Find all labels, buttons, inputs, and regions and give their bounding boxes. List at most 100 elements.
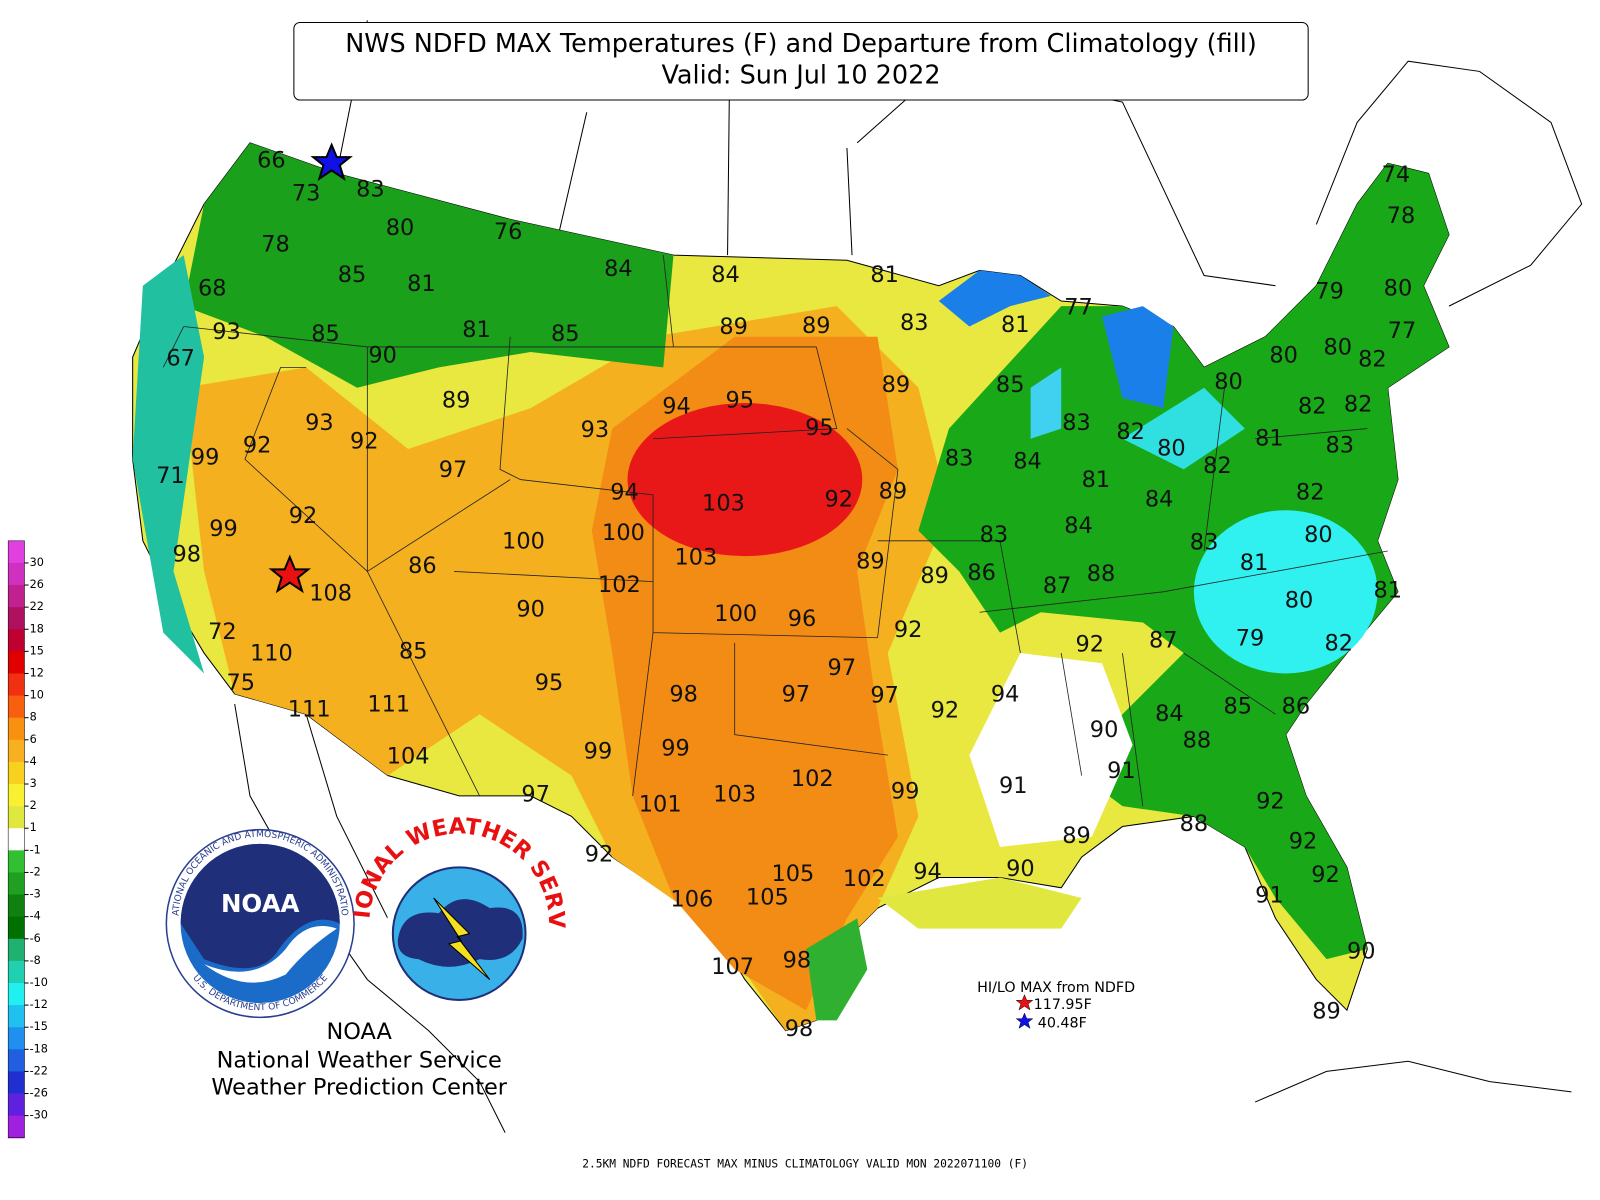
legend-swatch [8,872,25,896]
temperature-label: 83 [945,446,974,472]
noaa-center: NOAA [221,889,300,918]
low-star [310,142,353,182]
temperature-label: 92 [350,428,379,454]
credit-line: Weather Prediction Center [211,1074,507,1100]
temperature-label: 107 [711,954,754,980]
legend-swatch [8,585,25,608]
temperature-label: 94 [662,394,691,420]
temperature-label: 78 [261,231,290,257]
extremes-low: 40.48F [1038,1015,1087,1031]
temperature-label: 89 [719,314,748,340]
legend-swatch [8,960,25,984]
temperature-label: 80 [386,215,415,241]
legend-label: 18 [30,622,44,635]
legend-swatch [8,784,25,807]
temperature-label: 83 [900,310,929,336]
temperature-label: 81 [1373,577,1402,603]
temperature-label: 73 [292,180,321,206]
temperature-label: 82 [1344,392,1373,418]
legend-label: 2 [30,799,37,812]
subtitle: Valid: Sun Jul 10 2022 [661,61,940,91]
temperature-label: 80 [1285,588,1314,614]
legend-swatch [8,1049,25,1072]
legend-label: -26 [30,1087,48,1100]
temperature-label: 81 [407,271,436,297]
temperature-label: 100 [714,601,757,627]
temperature-label: 98 [669,681,698,707]
temperature-label: 84 [1145,487,1174,513]
temperature-label: 79 [1315,278,1344,304]
legend-label: 26 [30,578,44,591]
legend-label: -10 [30,976,48,989]
temperature-label: 72 [208,619,237,645]
temperature-label: 110 [250,641,293,667]
temperature-label: 89 [1312,999,1341,1025]
temperature-label: 92 [894,617,923,643]
legend-label: -8 [30,954,41,967]
state-lines [162,255,1388,807]
temperature-label: 89 [856,549,885,575]
temperature-label: 83 [356,176,385,202]
temperature-label: 82 [1203,453,1232,479]
legend-swatch [8,540,25,564]
legend-label: -1 [30,843,41,856]
temperature-label: 105 [771,861,814,887]
extremes-title: HI/LO MAX from NDFD [977,980,1135,996]
temperature-label: 95 [726,388,755,414]
temperature-label: 78 [1387,203,1416,229]
legend-label: 6 [30,733,37,746]
legend-label: -22 [30,1064,48,1077]
temperature-label: 75 [227,670,256,696]
temperature-label: 89 [802,313,831,339]
legend-swatch [8,1115,25,1139]
temperature-label: 90 [1347,939,1376,965]
temperature-label: 79 [1236,625,1265,651]
temperature-label: 91 [1107,758,1136,784]
temperature-label: 97 [439,457,468,483]
temperature-label: 95 [535,670,564,696]
temperature-label: 83 [980,522,1009,548]
temperature-label: 71 [156,463,185,489]
color-legend: 30 26 22 18 15 12 10 8 6 4 3 2 1 -1 -2 -3 -4 -6 -8 -10 -12 -1… [7,540,48,1139]
temperature-label: 108 [309,580,352,606]
legend-label: 30 [30,556,44,569]
legend-label: -4 [30,910,41,923]
temperature-label: 93 [305,410,334,436]
temperature-label: 88 [1180,811,1209,837]
legend-swatch [8,651,25,674]
temperature-label: 86 [1282,694,1311,720]
temperature-label: 102 [843,866,886,892]
temperature-label: 88 [1087,561,1116,587]
temperature-label: 103 [713,781,756,807]
temperature-label: 100 [502,528,545,554]
temperature-label: 92 [931,698,960,724]
temperature-label: 91 [1255,882,1284,908]
temperature-label: 103 [702,491,745,517]
temperature-label: 66 [257,148,286,174]
legend-label: 3 [30,777,37,790]
legend-swatch [8,562,25,586]
temperature-label: 84 [1064,513,1093,539]
credit-line: National Weather Service [217,1048,502,1074]
temperature-label: 106 [670,887,713,913]
legend-swatch [8,828,25,851]
temperature-label: 80 [1269,343,1298,369]
temperature-label: 92 [243,432,272,458]
temperature-label: 77 [1064,295,1093,321]
title-box [293,21,1309,101]
footer: 2.5KM NDFD FORECAST MAX MINUS CLIMATOLOG… [582,1157,1028,1170]
temperature-label: 83 [1326,432,1355,458]
legend-label: 15 [30,644,44,657]
temperature-label: 82 [1324,630,1353,656]
temperature-label: 99 [209,516,238,542]
temperature-label: 94 [991,681,1020,707]
legend-swatch [8,629,25,652]
temperature-label: 97 [782,681,811,707]
temperature-label: 82 [1298,394,1327,420]
legend-swatch [8,739,25,763]
temperature-label: 68 [198,275,227,301]
temperature-label: 81 [1255,425,1284,451]
legend-label: -30 [30,1109,48,1122]
temperature-label: 84 [604,256,633,282]
